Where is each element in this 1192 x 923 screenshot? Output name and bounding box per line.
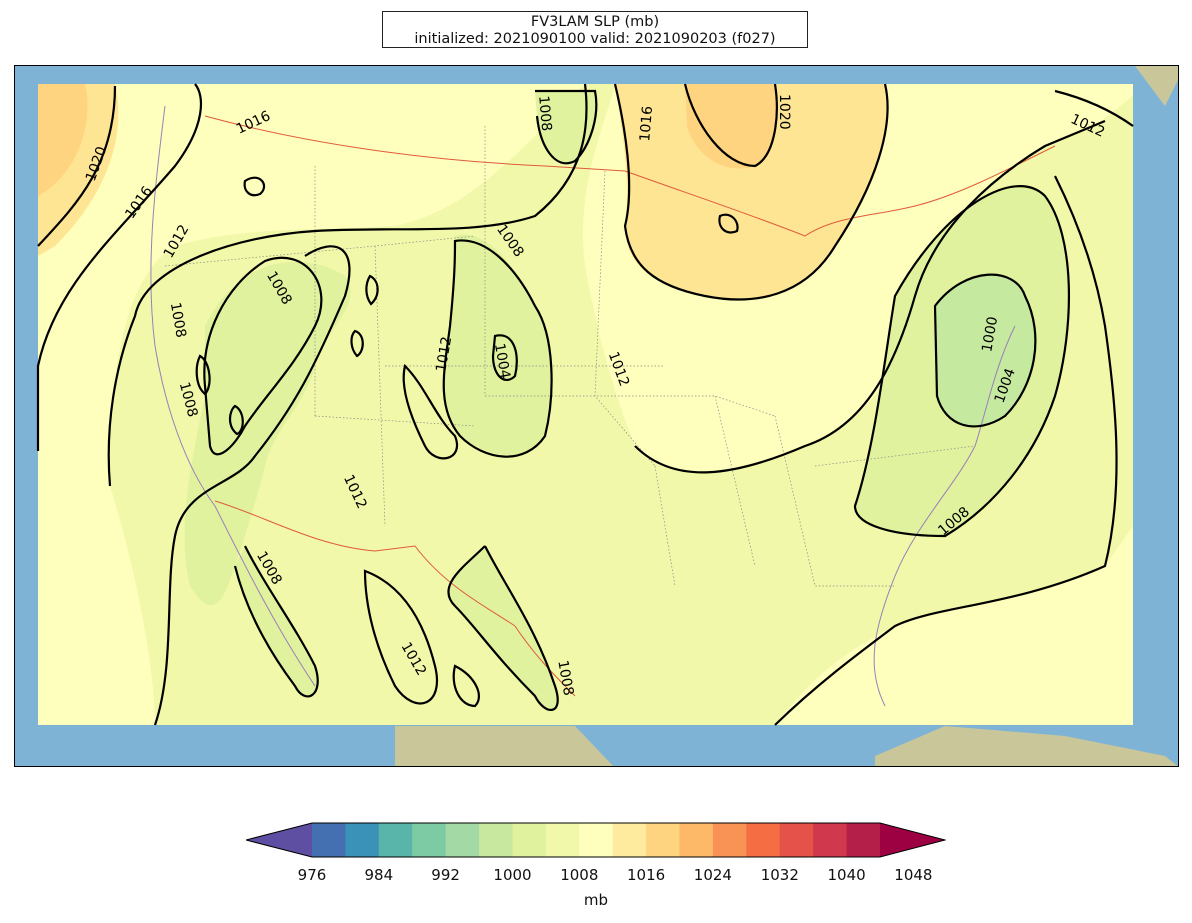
colorbar-cell	[345, 823, 380, 857]
slp-band-1008-north	[535, 91, 597, 164]
colorbar-cell	[646, 823, 681, 857]
slp-map: 1020 1016 1016 1012 1008 1008 1008 1008 …	[15, 66, 1178, 766]
colorbar-tick-label: 1040	[827, 866, 866, 884]
colorbar-outline	[246, 822, 946, 858]
colorbar-cell	[779, 823, 814, 857]
colorbar	[246, 822, 946, 858]
slp-band-1008-texas	[448, 546, 558, 710]
colorbar-cell	[479, 823, 514, 857]
slp-band-1008-west	[184, 261, 351, 606]
colorbar-cell	[378, 823, 413, 857]
map-panel: 1020 1016 1016 1012 1008 1008 1008 1008 …	[14, 65, 1179, 767]
plot-title: FV3LAM SLP (mb) initialized: 2021090100 …	[382, 11, 808, 48]
mexico-land-bottom	[395, 726, 614, 766]
colorbar-tick-label: 976	[297, 866, 327, 884]
contour-label: 1008	[554, 659, 576, 697]
colorbar-cell	[445, 823, 480, 857]
title-line-2: initialized: 2021090100 valid: 202109020…	[414, 31, 776, 47]
contour-label: 1000	[979, 315, 1001, 353]
colorbar-tick-label: 984	[364, 866, 394, 884]
colorbar-cell	[512, 823, 547, 857]
contour-label: 1008	[535, 95, 554, 132]
colorbar-tick-label: 1000	[493, 866, 532, 884]
colorbar-cell	[412, 823, 447, 857]
cuba-land	[875, 726, 1178, 766]
colorbar-cell	[579, 823, 614, 857]
colorbar-cell	[813, 823, 848, 857]
contour-label: 1016	[637, 105, 656, 142]
title-line-1: FV3LAM SLP (mb)	[530, 14, 660, 30]
contour-label: 1004	[491, 342, 513, 380]
colorbar-cell	[312, 823, 347, 857]
colorbar-cell	[846, 823, 881, 857]
slp-band-1004-east	[935, 274, 1036, 427]
colorbar-cell	[712, 823, 747, 857]
colorbar-label: mb	[583, 891, 609, 909]
contour-label: 1020	[776, 94, 792, 130]
colorbar-cells	[312, 823, 881, 857]
state-boundaries	[164, 126, 976, 587]
slp-band-1024-canada	[685, 84, 777, 169]
colorbar-tick-label: 1048	[894, 866, 933, 884]
contour-label: 1012	[433, 335, 455, 373]
slp-band-1008-plains	[443, 234, 552, 455]
isobars	[36, 83, 1134, 726]
colorbar-tick-label: 1024	[693, 866, 732, 884]
colorbar-cell	[545, 823, 580, 857]
colorbar-tick-label: 1008	[560, 866, 599, 884]
colorbar-tick-label: 1032	[760, 866, 799, 884]
isobar-1020-west	[37, 85, 117, 247]
us-mexico-border	[214, 500, 576, 697]
colorbar-cell	[746, 823, 781, 857]
colorbar-tick-label: 1016	[627, 866, 666, 884]
colorbar-under-arrow	[246, 823, 312, 857]
us-canada-border-west	[204, 115, 626, 172]
slp-band-1020-greatlakes	[615, 84, 888, 300]
colorbar-cell	[612, 823, 647, 857]
slp-band-1012	[110, 84, 1133, 725]
slp-band-1024-west	[38, 84, 88, 196]
contour-label: 1008	[167, 301, 189, 339]
colorbar-tick-label: 992	[431, 866, 460, 884]
colorbar-cell	[679, 823, 714, 857]
colorbar-over-arrow	[880, 823, 945, 857]
